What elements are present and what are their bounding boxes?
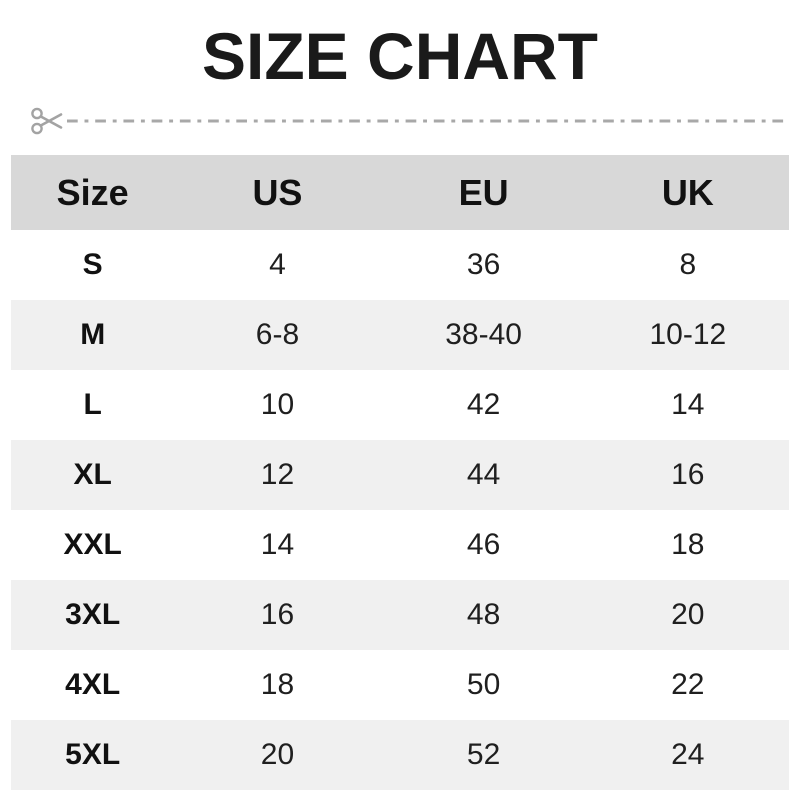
header-cell-eu: EU (458, 171, 509, 213)
size-cell: L (83, 388, 102, 421)
uk-cell: 16 (671, 458, 705, 491)
eu-cell: 36 (466, 248, 501, 281)
table-row-l: L 10 42 14 (11, 370, 789, 440)
header-cell-us: US (252, 171, 303, 213)
us-cell: 6-8 (255, 318, 300, 351)
table-row-m: M 6-8 38-40 10-12 (11, 300, 789, 370)
uk-cell: 24 (671, 738, 705, 771)
table-body: S 4 36 8 M 6-8 38-40 10-12 L 10 42 14 XL… (11, 230, 789, 790)
uk-cell: 22 (671, 668, 705, 701)
cut-line (0, 103, 800, 139)
us-cell: 4 (269, 248, 286, 281)
eu-cell: 38-40 (445, 318, 522, 351)
scissors-icon (31, 107, 63, 135)
header-cell-uk: UK (661, 171, 714, 213)
page-title: SIZE CHART (202, 19, 598, 93)
eu-cell: 52 (466, 738, 501, 771)
size-cell: XL (73, 458, 112, 491)
uk-cell: 10-12 (649, 318, 727, 351)
size-cell: 5XL (65, 738, 121, 771)
us-cell: 20 (260, 738, 295, 771)
size-cell: XXL (63, 528, 122, 561)
size-cell: S (82, 248, 103, 281)
us-cell: 12 (260, 458, 295, 491)
us-cell: 16 (260, 598, 295, 631)
eu-cell: 50 (466, 668, 501, 701)
eu-cell: 42 (466, 388, 501, 421)
us-cell: 14 (260, 528, 295, 561)
eu-cell: 44 (466, 458, 501, 491)
table-row-4xl: 4XL 18 50 22 (11, 650, 789, 720)
header-cell-size: Size (56, 171, 129, 213)
table-row-3xl: 3XL 16 48 20 (11, 580, 789, 650)
eu-cell: 46 (466, 528, 501, 561)
uk-cell: 14 (671, 388, 705, 421)
table-row-xxl: XXL 14 46 18 (11, 510, 789, 580)
size-chart-table: Size US EU UK S 4 36 8 M 6-8 38-40 10-12… (11, 155, 789, 790)
table-header-row: Size US EU UK (11, 155, 789, 230)
us-cell: 18 (260, 668, 295, 701)
table-row-xl: XL 12 44 16 (11, 440, 789, 510)
uk-cell: 8 (679, 248, 697, 281)
eu-cell: 48 (466, 598, 501, 631)
dashed-cut-line (67, 119, 787, 123)
uk-cell: 18 (671, 528, 705, 561)
table-row-5xl: 5XL 20 52 24 (11, 720, 789, 790)
size-cell: 3XL (65, 598, 121, 631)
uk-cell: 20 (671, 598, 705, 631)
size-cell: M (80, 318, 106, 351)
us-cell: 10 (260, 388, 295, 421)
table-row-s: S 4 36 8 (11, 230, 789, 300)
size-cell: 4XL (65, 668, 121, 701)
